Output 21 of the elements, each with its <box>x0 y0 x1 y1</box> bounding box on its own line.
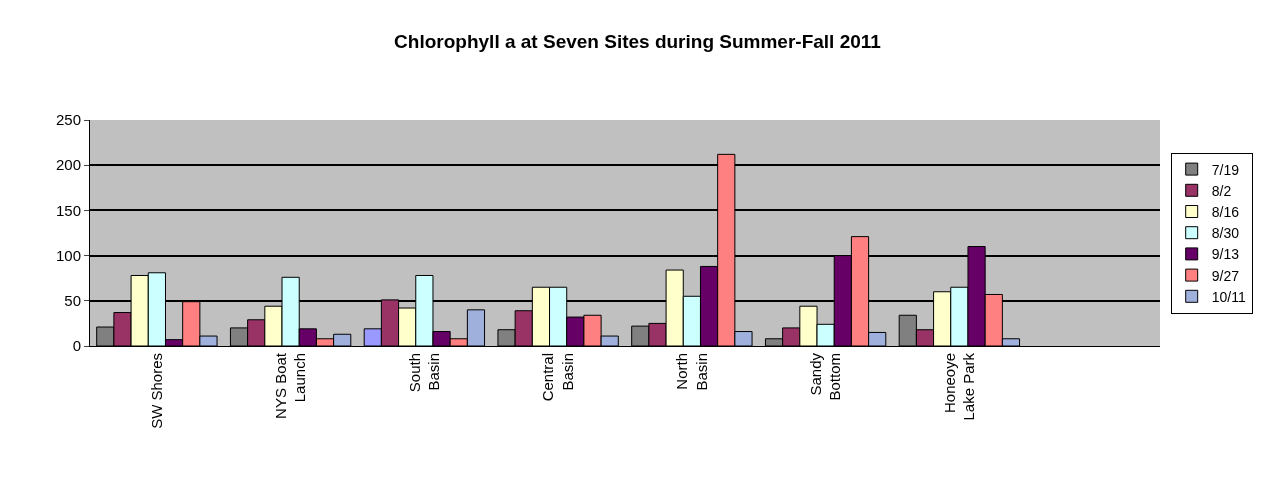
y-tick-label: 200 <box>55 156 81 174</box>
x-tick-label: Central Basin <box>539 353 576 402</box>
y-tick-label: 150 <box>55 201 81 219</box>
y-tick-label: 100 <box>55 246 81 264</box>
legend-label: 9/13 <box>1211 246 1240 263</box>
legend-label: 8/16 <box>1211 203 1240 220</box>
legend-label: 8/30 <box>1211 225 1240 242</box>
legend-label: 8/2 <box>1211 182 1232 199</box>
x-tick-label: North Basin <box>673 353 710 391</box>
x-tick-label: Sandy Bottom <box>806 352 844 401</box>
x-tick-label: Honeoye Lake Park <box>940 352 978 421</box>
legend-label: 10/11 <box>1211 288 1246 305</box>
y-tick-label: 250 <box>55 111 81 129</box>
x-tick-label: SW Shores <box>147 353 165 429</box>
chart-title: Chlorophyll a at Seven Sites during Summer-Fall 2011 <box>394 30 882 52</box>
y-tick-label: 50 <box>64 292 81 310</box>
legend-label: 9/27 <box>1211 267 1240 284</box>
legend-label: 7/19 <box>1211 161 1240 178</box>
x-tick-label: NYS Boat Launch <box>271 352 309 419</box>
y-tick-label: 0 <box>72 337 81 355</box>
x-tick-label: South Basin <box>405 353 443 393</box>
